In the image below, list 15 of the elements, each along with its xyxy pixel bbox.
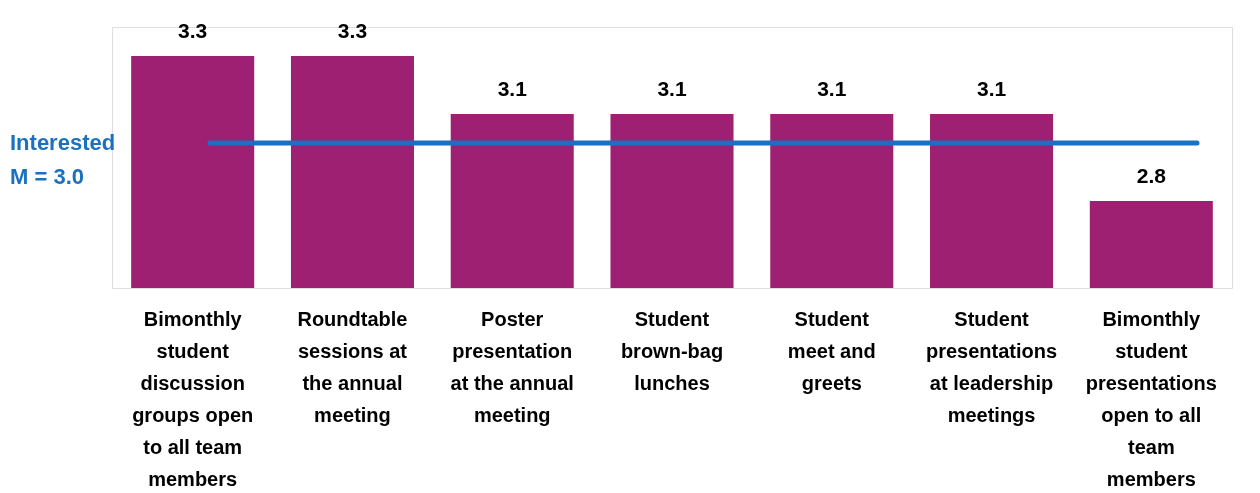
data-label: 3.1	[497, 77, 528, 100]
data-label: 3.1	[657, 77, 687, 100]
x-tick-label: Poster presentation at the annual meeting	[450, 308, 574, 426]
x-tick-label: Student brown-bag lunches	[620, 308, 724, 394]
data-label: 3.3	[337, 19, 368, 42]
x-tick-label: Bimonthly student discussion groups open to all team members	[132, 308, 254, 490]
data-label: 3.1	[817, 77, 847, 100]
data-label: 2.8	[1136, 164, 1167, 187]
ref-line-label: Interested M = 3.0	[10, 130, 116, 189]
data-label: 3.1	[976, 77, 1007, 100]
x-tick-label: Student meet and greets	[787, 308, 876, 394]
x-tick-label: Bimonthly student presentations open to all team members	[1085, 308, 1217, 490]
x-tick-label: Roundtable sessions at the annual meeting	[297, 308, 408, 426]
x-tick-label: Student presentations at leadership meetings	[925, 308, 1058, 426]
data-label: 3.3	[178, 19, 208, 42]
